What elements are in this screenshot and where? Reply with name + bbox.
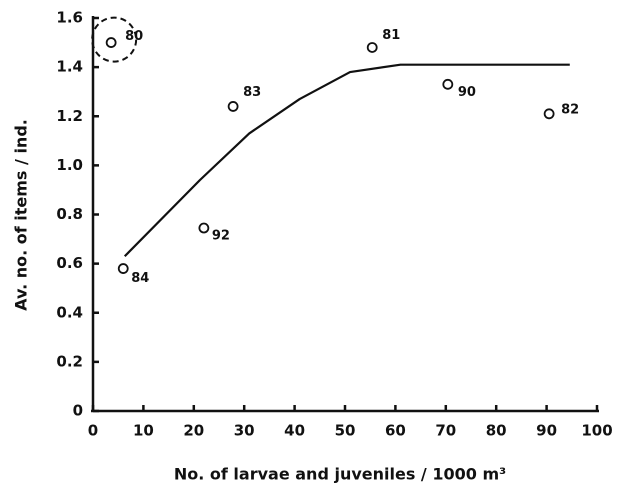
y-tick-label: 0.6 — [56, 254, 83, 272]
point — [543, 108, 555, 120]
y-tick-label: 0.2 — [56, 352, 83, 370]
x-tick-label: 0 — [88, 422, 98, 440]
point-label: 81 — [382, 28, 400, 43]
y-axis-label: Av. no. of items / ind. — [12, 119, 31, 311]
x-tick-label: 10 — [133, 422, 154, 440]
x-tick-label: 80 — [486, 422, 507, 440]
point-label: 80 — [125, 29, 143, 44]
point — [227, 101, 239, 112]
point-label: 82 — [561, 102, 579, 117]
x-tick-label: 20 — [183, 422, 204, 440]
point-label: 90 — [458, 85, 476, 100]
point — [117, 263, 129, 274]
x-tick-label: 60 — [385, 422, 406, 440]
point-label: 84 — [131, 271, 149, 286]
y-tick-label: 0.8 — [56, 205, 83, 223]
x-tick-label: 40 — [284, 422, 305, 440]
y-tick-label: 0 — [73, 402, 83, 420]
highlight-circle — [91, 16, 138, 63]
point — [366, 42, 378, 53]
y-tick-label: 1.2 — [56, 107, 83, 125]
point — [442, 78, 454, 90]
y-tick-label: 1.0 — [56, 156, 83, 174]
x-tick-label: 70 — [435, 422, 456, 440]
y-tick-label: 1.4 — [56, 58, 83, 76]
x-axis-label: No. of larvae and juveniles / 1000 m³ — [174, 465, 506, 484]
point-label: 92 — [212, 229, 230, 244]
point — [105, 37, 117, 48]
y-tick-label: 1.6 — [56, 9, 83, 27]
fit-curve — [123, 63, 570, 258]
point — [198, 222, 210, 234]
x-tick-label: 50 — [335, 422, 356, 440]
point-label: 83 — [243, 85, 261, 100]
x-tick-label: 100 — [581, 422, 612, 440]
x-tick-label: 90 — [536, 422, 557, 440]
y-tick-label: 0.4 — [56, 303, 83, 321]
x-tick-label: 30 — [234, 422, 255, 440]
